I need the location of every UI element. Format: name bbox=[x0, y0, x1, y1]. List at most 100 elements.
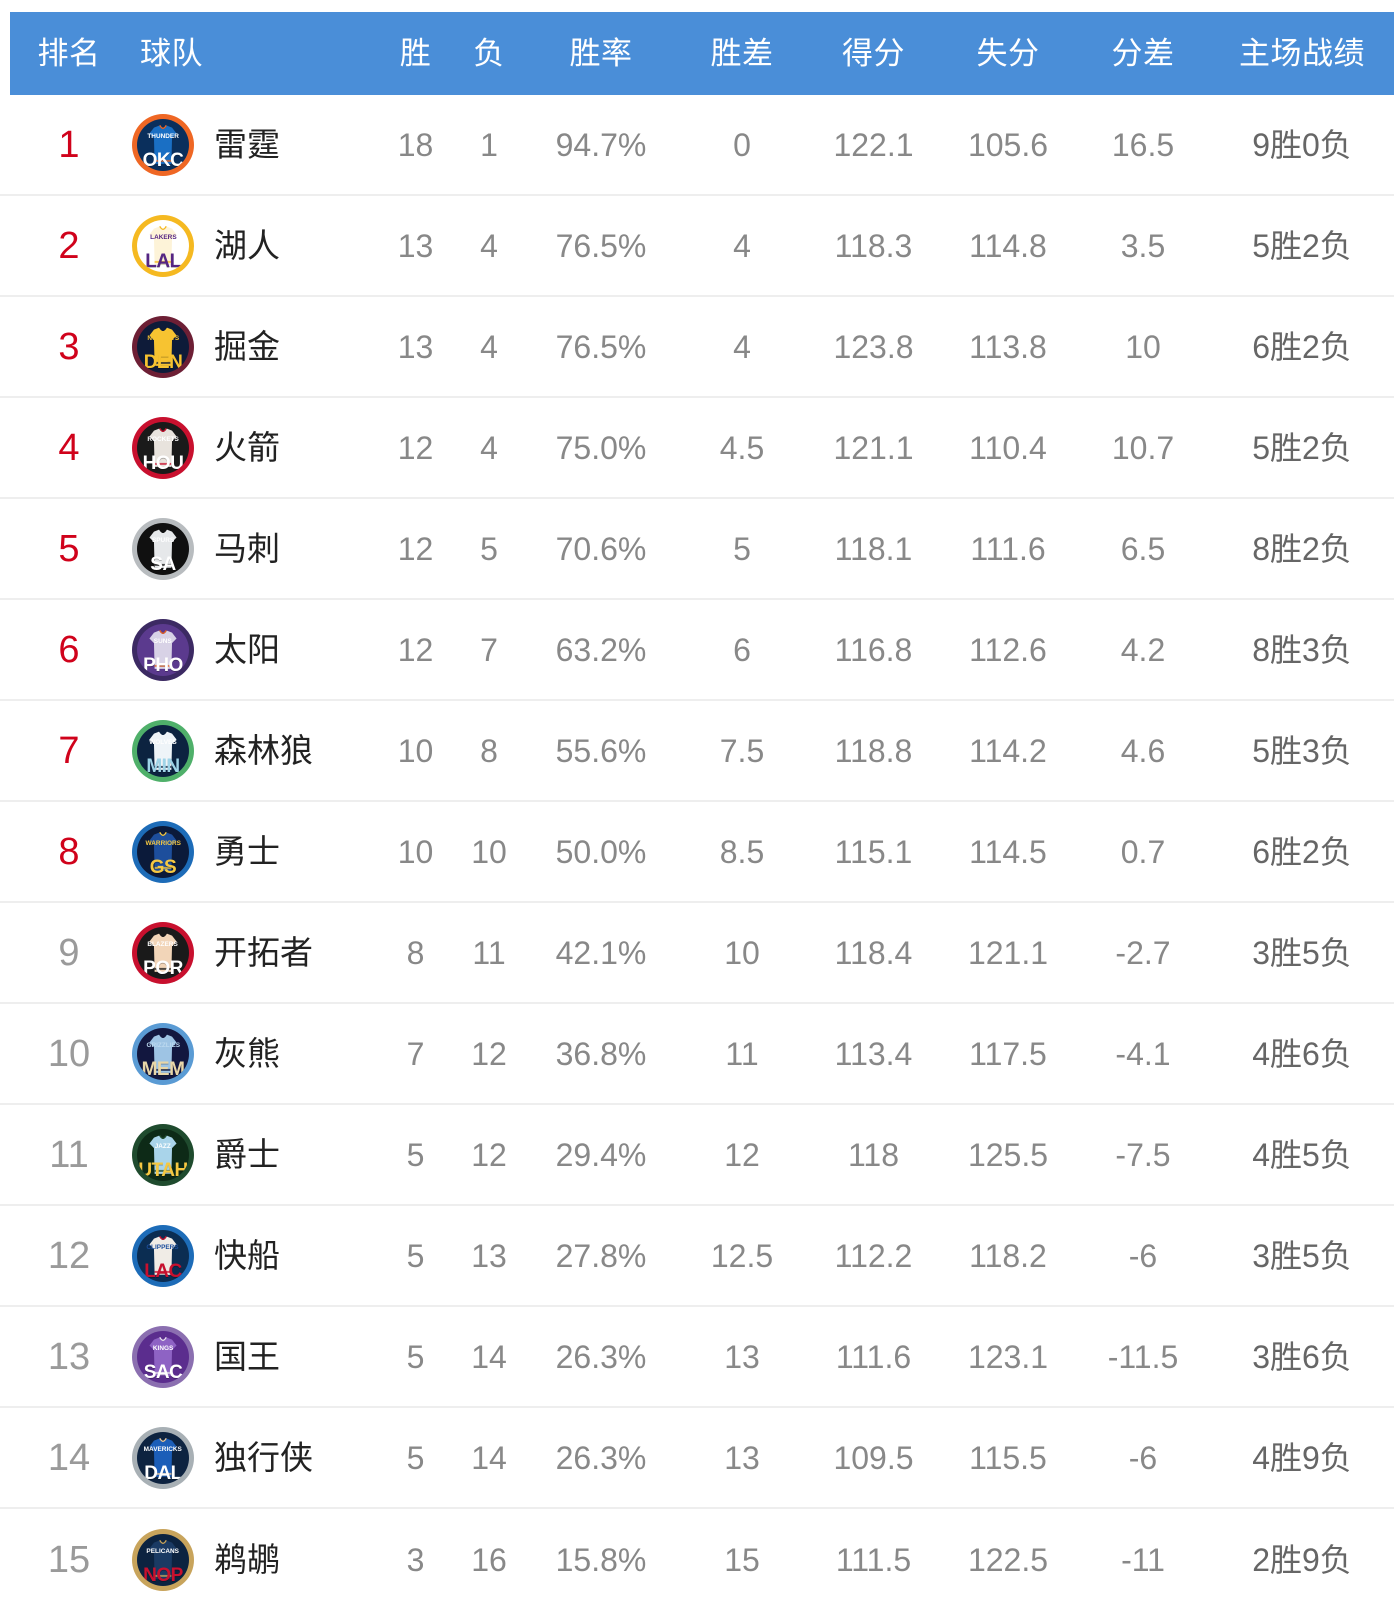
rank-value: 15 bbox=[47, 1538, 91, 1581]
losses-value: 13 bbox=[471, 1237, 507, 1274]
table-row[interactable]: 3 NUGGETS DEN 掘金 13 4 76.5% 4 123.8 113.8 10 6胜2负 bbox=[0, 297, 1394, 398]
team-logo-icon: WARRIORS GS bbox=[132, 820, 194, 883]
column-header-rank[interactable]: 排名 bbox=[37, 36, 101, 71]
team-logo-abbr: POR bbox=[143, 958, 183, 979]
rank-value: 2 bbox=[58, 224, 80, 267]
table-row[interactable]: 2 LAKERS LAL 湖人 13 4 76.5% 4 118.3 114.8 3.5 5胜2负 bbox=[0, 196, 1394, 297]
team-logo-abbr: HOU bbox=[142, 453, 184, 474]
column-header-points-for[interactable]: 得分 bbox=[842, 36, 905, 71]
table-row[interactable]: 9 BLAZERS POR 开拓者 8 11 42.1% 10 118.4 121.1 -2.7 3胜… bbox=[0, 903, 1394, 1004]
table-row[interactable]: 15 PELICANS NOP 鹈鹕 3 16 15.8% 15 111.5 122.5 -11 2胜… bbox=[0, 1509, 1394, 1610]
team-cell[interactable]: WOLVES MIN 森林狼 bbox=[128, 719, 378, 782]
team-cell[interactable]: SUNS PHO 太阳 bbox=[128, 618, 378, 681]
team-cell[interactable]: LAKERS LAL 湖人 bbox=[128, 214, 378, 277]
table-row[interactable]: 12 CLIPPERS LAC 快船 5 13 27.8% 12.5 112.2 118.2 -6 3… bbox=[0, 1206, 1394, 1307]
team-cell[interactable]: JAZZ UTAH 爵士 bbox=[128, 1123, 378, 1186]
points-for-value: 118.1 bbox=[834, 530, 913, 567]
losses-value: 12 bbox=[471, 1035, 507, 1072]
team-name: 马刺 bbox=[214, 530, 280, 567]
column-header-losses[interactable]: 负 bbox=[473, 36, 505, 71]
team-name: 爵士 bbox=[214, 1136, 280, 1173]
team-cell[interactable]: MAVERICKS DAL 独行侠 bbox=[128, 1426, 378, 1489]
win-pct-value: 36.8% bbox=[555, 1035, 647, 1072]
points-for-value: 122.1 bbox=[833, 126, 914, 163]
games-behind-value: 13 bbox=[724, 1439, 760, 1476]
table-row[interactable]: 1 THUNDER OKC 雷霆 18 1 94.7% 0 122.1 105.6 16.5 9胜0负 bbox=[0, 95, 1394, 196]
team-cell[interactable]: WARRIORS GS 勇士 bbox=[128, 820, 378, 883]
column-header-point-diff[interactable]: 分差 bbox=[1111, 36, 1175, 71]
losses-value: 16 bbox=[471, 1541, 507, 1578]
column-header-team[interactable]: 球队 bbox=[140, 36, 203, 71]
team-logo-nickname: LAKERS bbox=[149, 234, 177, 241]
team-cell[interactable]: BLAZERS POR 开拓者 bbox=[128, 921, 378, 984]
home-record-value: 5胜2负 bbox=[1252, 227, 1352, 264]
win-pct-value: 94.7% bbox=[555, 126, 647, 163]
home-record-value: 6胜2负 bbox=[1252, 833, 1352, 870]
column-header-win-pct[interactable]: 胜率 bbox=[569, 36, 633, 71]
column-header-points-against[interactable]: 失分 bbox=[976, 36, 1040, 71]
point-diff-value: -4.1 bbox=[1115, 1035, 1171, 1072]
games-behind-value: 15 bbox=[724, 1541, 760, 1578]
win-pct-value: 63.2% bbox=[555, 631, 647, 668]
team-cell[interactable]: PELICANS NOP 鹈鹕 bbox=[128, 1528, 378, 1591]
win-pct-value: 55.6% bbox=[555, 732, 647, 769]
table-row[interactable]: 6 SUNS PHO 太阳 12 7 63.2% 6 116.8 112.6 4.2 8胜3负 bbox=[0, 600, 1394, 701]
win-pct-value: 15.8% bbox=[555, 1541, 647, 1578]
losses-value: 10 bbox=[471, 833, 507, 870]
team-logo-icon: SPURS SA bbox=[132, 517, 194, 580]
point-diff-value: -6 bbox=[1128, 1237, 1158, 1274]
column-header-home-record[interactable]: 主场战绩 bbox=[1239, 36, 1365, 71]
points-against-value: 111.6 bbox=[970, 530, 1046, 567]
team-logo-icon: KINGS SAC bbox=[132, 1325, 194, 1388]
team-cell[interactable]: GRIZZLIES MEM 灰熊 bbox=[128, 1022, 378, 1085]
point-diff-value: -11 bbox=[1121, 1541, 1165, 1578]
points-against-value: 117.5 bbox=[969, 1035, 1047, 1072]
rank-value: 6 bbox=[58, 628, 80, 671]
points-for-value: 111.5 bbox=[835, 1541, 912, 1578]
team-logo-icon: SUNS PHO bbox=[132, 618, 194, 681]
team-logo-nickname: SPURS bbox=[151, 537, 175, 544]
point-diff-value: 6.5 bbox=[1120, 530, 1166, 567]
points-for-value: 118 bbox=[847, 1136, 899, 1173]
team-cell[interactable]: CLIPPERS LAC 快船 bbox=[128, 1224, 378, 1287]
table-row[interactable]: 11 JAZZ UTAH 爵士 5 12 29.4% 12 118 125.5 -7.5 4胜5负 bbox=[0, 1105, 1394, 1206]
rank-value: 11 bbox=[49, 1133, 89, 1176]
table-row[interactable]: 7 WOLVES MIN 森林狼 10 8 55.6% 7.5 118.8 114.2 4.6 5胜3… bbox=[0, 701, 1394, 802]
rank-value: 7 bbox=[58, 729, 80, 772]
point-diff-value: 3.5 bbox=[1120, 227, 1166, 264]
table-row[interactable]: 5 SPURS SA 马刺 12 5 70.6% 5 118.1 111.6 6.5 8胜2负 bbox=[0, 499, 1394, 600]
games-behind-value: 4.5 bbox=[719, 429, 765, 466]
points-against-value: 112.6 bbox=[969, 631, 1047, 668]
wins-value: 13 bbox=[397, 328, 434, 365]
column-header-wins[interactable]: 胜 bbox=[399, 36, 432, 71]
games-behind-value: 5 bbox=[733, 530, 751, 567]
losses-value: 5 bbox=[480, 530, 498, 567]
losses-value: 7 bbox=[480, 631, 498, 668]
team-name: 独行侠 bbox=[214, 1439, 313, 1476]
team-logo-abbr: DEN bbox=[143, 352, 183, 373]
team-logo-nickname: NUGGETS bbox=[147, 335, 179, 342]
team-logo-abbr: OKC bbox=[142, 150, 184, 171]
table-row[interactable]: 10 GRIZZLIES MEM 灰熊 7 12 36.8% 11 113.4 117.5 -4.1… bbox=[0, 1004, 1394, 1105]
win-pct-value: 50.0% bbox=[555, 833, 647, 870]
table-row[interactable]: 4 ROCKETS HOU 火箭 12 4 75.0% 4.5 121.1 110.4 10.7 5胜… bbox=[0, 398, 1394, 499]
rank-value: 4 bbox=[58, 426, 80, 469]
wins-value: 12 bbox=[397, 631, 434, 668]
column-header-games-behind[interactable]: 胜差 bbox=[710, 36, 774, 71]
team-cell[interactable]: THUNDER OKC 雷霆 bbox=[128, 113, 378, 176]
table-row[interactable]: 13 KINGS SAC 国王 5 14 26.3% 13 111.6 123.1 -11.5 3胜6… bbox=[0, 1307, 1394, 1408]
points-against-value: 114.2 bbox=[969, 732, 1047, 769]
home-record-value: 3胜6负 bbox=[1252, 1338, 1352, 1375]
points-for-value: 118.4 bbox=[834, 934, 913, 971]
wins-value: 12 bbox=[397, 530, 434, 567]
team-cell[interactable]: KINGS SAC 国王 bbox=[128, 1325, 378, 1388]
team-cell[interactable]: NUGGETS DEN 掘金 bbox=[128, 315, 378, 378]
win-pct-value: 42.1% bbox=[555, 934, 647, 971]
wins-value: 18 bbox=[397, 126, 434, 163]
table-row[interactable]: 8 WARRIORS GS 勇士 10 10 50.0% 8.5 115.1 114.5 0.7 6胜… bbox=[0, 802, 1394, 903]
team-cell[interactable]: SPURS SA 马刺 bbox=[128, 517, 378, 580]
table-row[interactable]: 14 MAVERICKS DAL 独行侠 5 14 26.3% 13 109.5 115.5 -6 4… bbox=[0, 1408, 1394, 1509]
team-cell[interactable]: ROCKETS HOU 火箭 bbox=[128, 416, 378, 479]
points-against-value: 123.1 bbox=[967, 1338, 1049, 1375]
games-behind-value: 6 bbox=[733, 631, 751, 668]
